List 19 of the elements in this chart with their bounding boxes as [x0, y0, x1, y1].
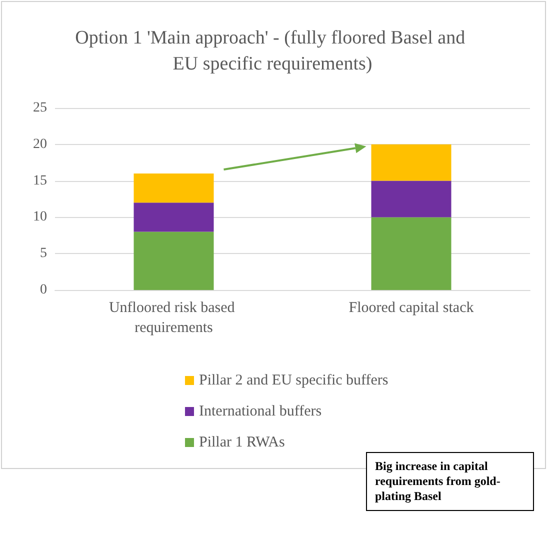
- chart-title: Option 1 'Main approach' - (fully floored Basel and EU specific requirements): [75, 28, 470, 74]
- legend-label: International buffers: [199, 404, 322, 420]
- y-tick-label: 20: [33, 136, 47, 152]
- legend-label: Pillar 2 and EU specific buffers: [199, 372, 388, 388]
- y-tick-label: 0: [40, 282, 47, 298]
- bar: [134, 174, 214, 203]
- x-tick-label: Floored capital stack: [348, 300, 474, 316]
- y-tick-label: 15: [33, 173, 47, 188]
- y-tick-label: 25: [33, 100, 47, 116]
- bar: [134, 232, 214, 290]
- bar: [371, 217, 452, 290]
- y-tick-label: 10: [33, 210, 47, 225]
- x-tick-label: Unfloored risk based requirements: [108, 300, 239, 336]
- bar: [371, 180, 452, 218]
- y-tick-label: 5: [40, 246, 47, 262]
- bar: [134, 202, 214, 232]
- bar: [371, 144, 452, 181]
- text: Big increase in capital requirements from gold-plating Basel: [366, 452, 534, 511]
- legend-label: Pillar 1 RWAs: [199, 434, 285, 450]
